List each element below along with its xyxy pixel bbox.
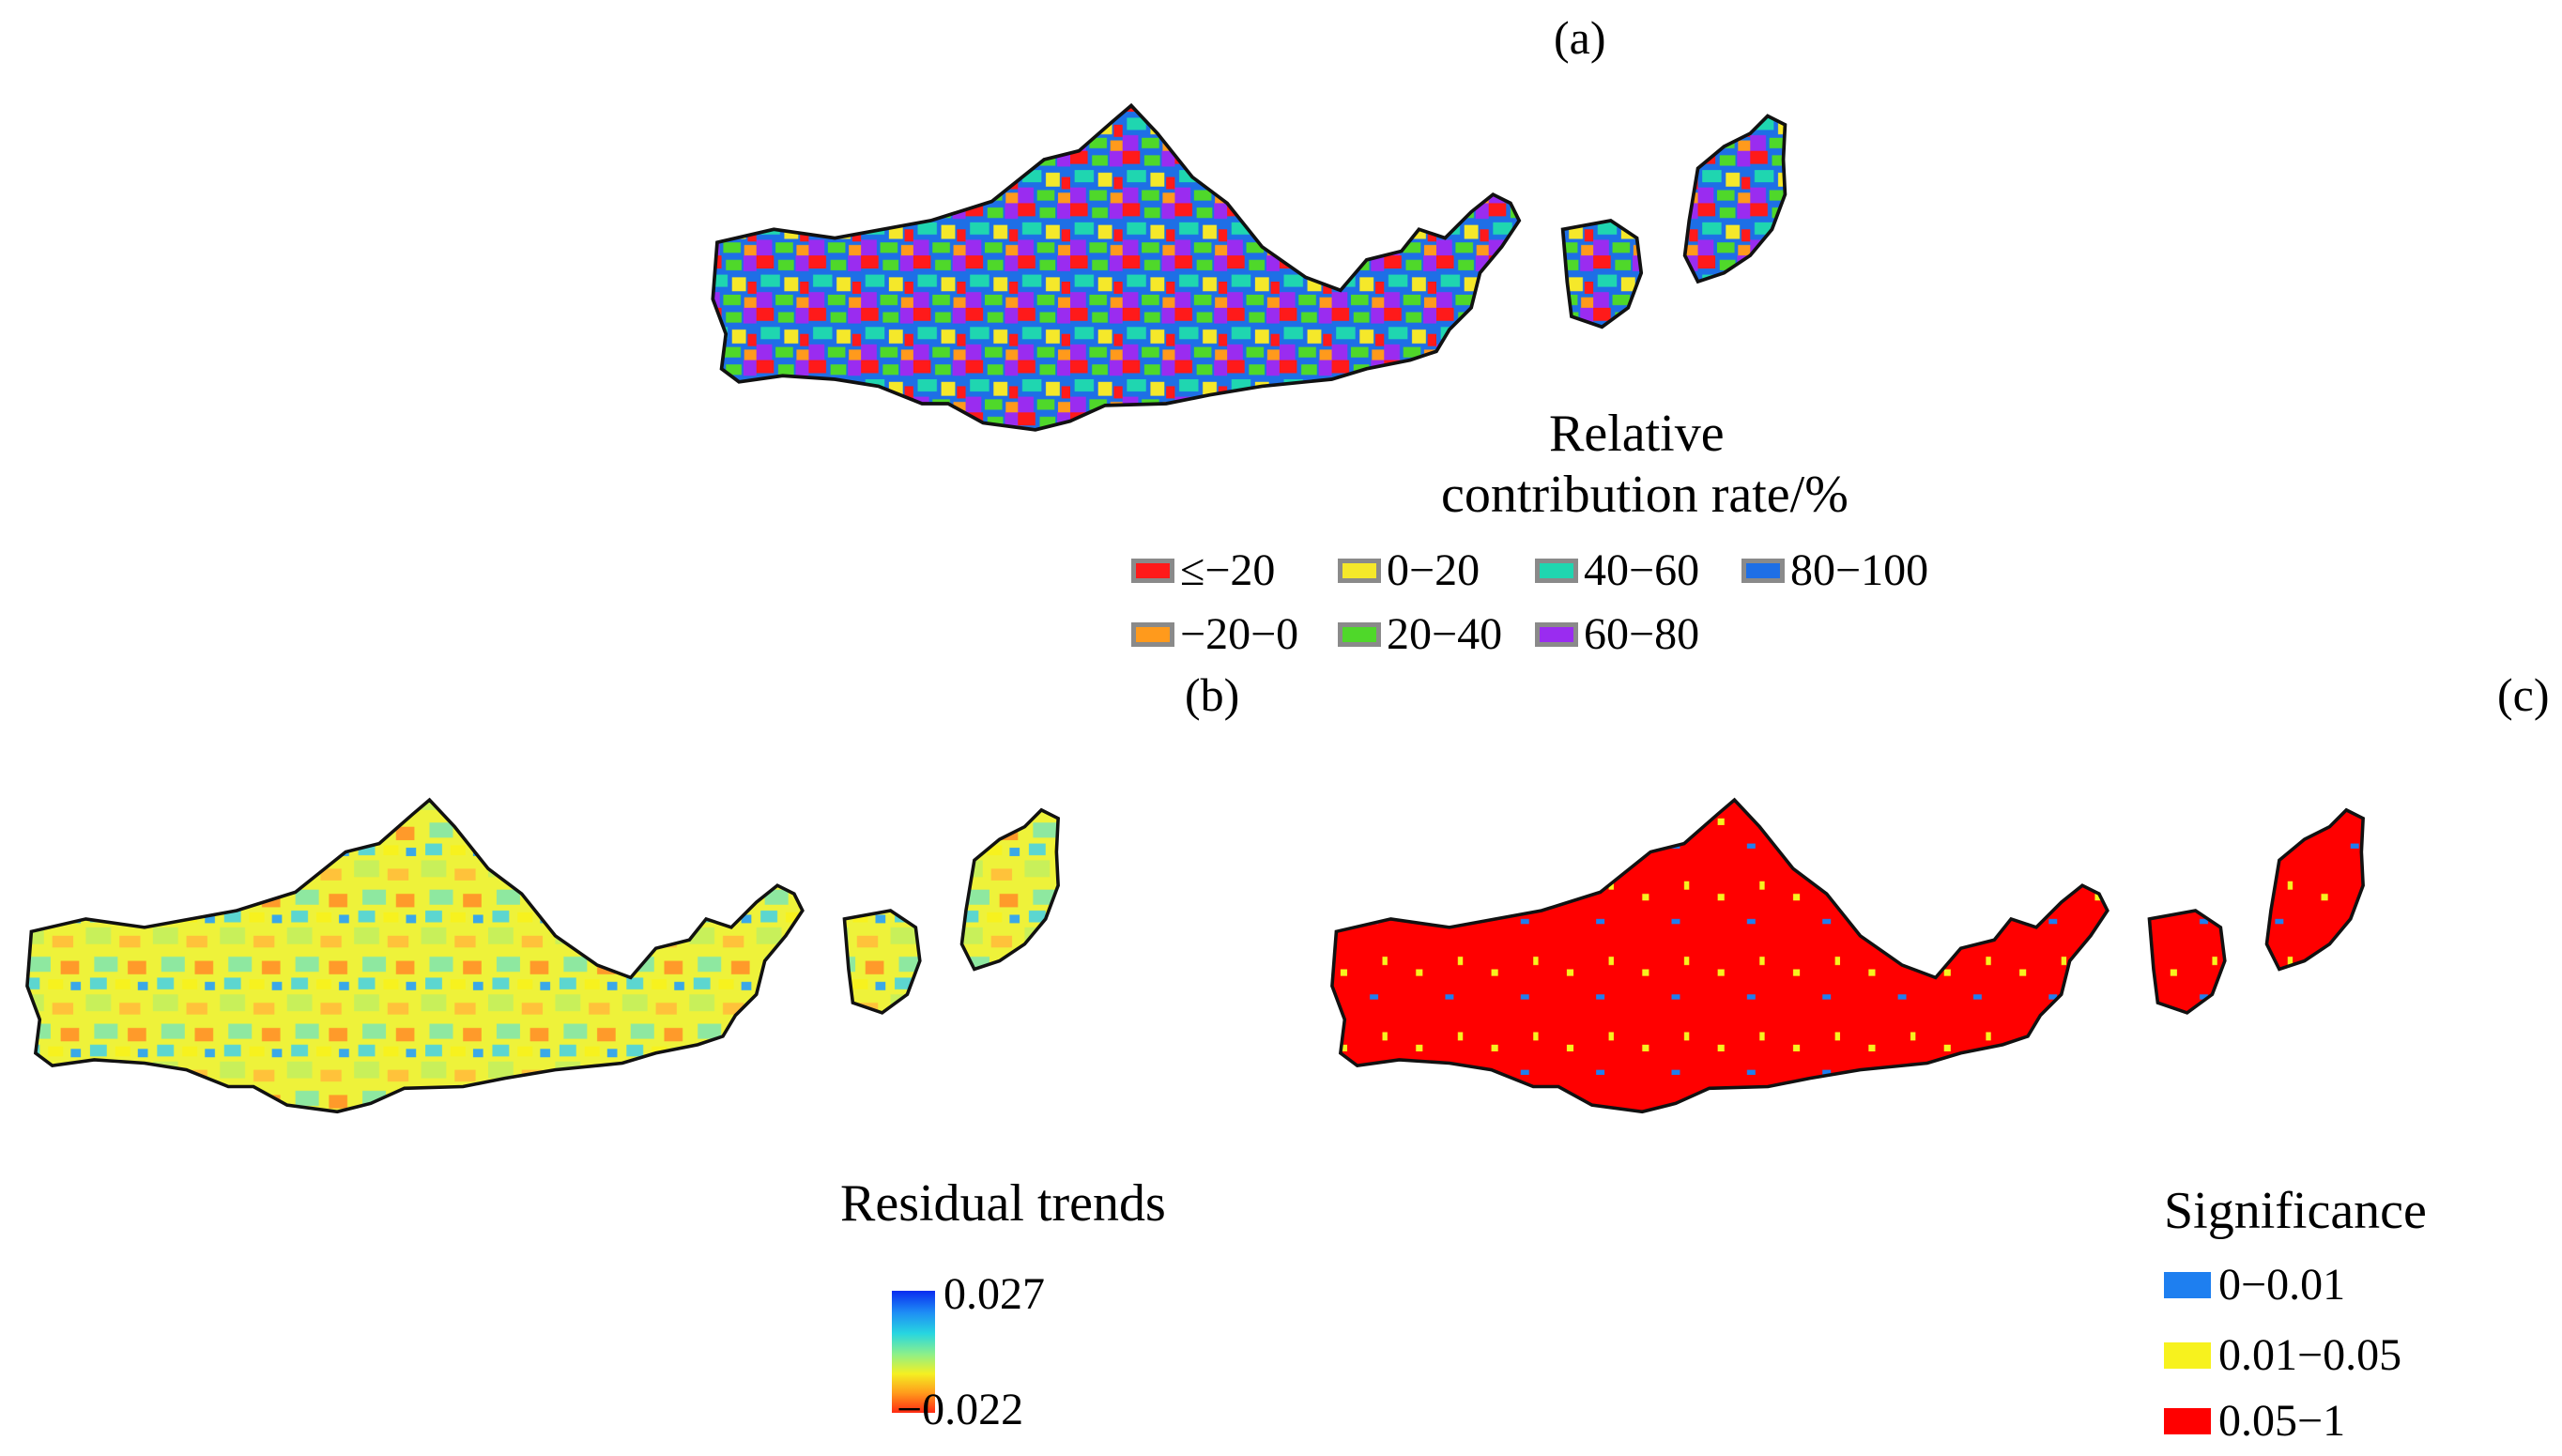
legend-swatch: [2164, 1272, 2211, 1298]
legend-item-40-60: 40−60: [1535, 548, 1699, 593]
legend-label: 0−0.01: [2218, 1260, 2346, 1310]
panel-label-c: (c): [2497, 668, 2550, 721]
legend-title-b: Residual trends: [840, 1174, 1166, 1233]
legend-item-sig-0.01-0.05: 0.01−0.05: [2164, 1333, 2401, 1378]
legend-label: 0.05−1: [2218, 1396, 2346, 1446]
legend-label: 60−80: [1584, 609, 1700, 659]
legend-item-0-20: 0−20: [1338, 548, 1480, 593]
legend-item-le-20: ≤−20: [1131, 548, 1275, 593]
legend-label: 0−20: [1387, 545, 1480, 595]
legend-title-a-line2: contribution rate/%: [1441, 466, 1849, 524]
legend-title-c: Significance: [2164, 1182, 2427, 1240]
legend-swatch: [1338, 622, 1381, 647]
panel-label-b: (b): [1185, 668, 1240, 721]
legend-item-80-100: 80−100: [1741, 548, 1928, 593]
legend-swatch: [1338, 559, 1381, 583]
legend-swatch: [2164, 1408, 2211, 1434]
legend-swatch: [1131, 622, 1174, 647]
legend-item-20-40: 20−40: [1338, 612, 1502, 657]
legend-label: −20−0: [1180, 609, 1299, 659]
legend-swatch: [1535, 622, 1578, 647]
legend-label: 80−100: [1790, 545, 1929, 595]
legend-label: ≤−20: [1180, 545, 1276, 595]
legend-title-a-line1: Relative: [1549, 405, 1725, 463]
legend-label: 20−40: [1387, 609, 1503, 659]
legend-item-sig-0.05-1: 0.05−1: [2164, 1399, 2345, 1444]
legend-item-neg20-0: −20−0: [1131, 612, 1298, 657]
legend-swatch: [1741, 559, 1785, 583]
legend-swatch: [1131, 559, 1174, 583]
legend-item-sig-0-0.01: 0−0.01: [2164, 1263, 2345, 1308]
legend-label: 40−60: [1584, 545, 1700, 595]
legend-item-60-80: 60−80: [1535, 612, 1699, 657]
colorbar-min-label: −0.022: [897, 1385, 1024, 1434]
legend-swatch: [2164, 1342, 2211, 1369]
legend-label: 0.01−0.05: [2218, 1330, 2402, 1380]
panel-label-a: (a): [1554, 11, 1606, 64]
colorbar-residual-trends: [892, 1291, 935, 1413]
colorbar-max-label: 0.027: [943, 1269, 1045, 1319]
legend-swatch: [1535, 559, 1578, 583]
